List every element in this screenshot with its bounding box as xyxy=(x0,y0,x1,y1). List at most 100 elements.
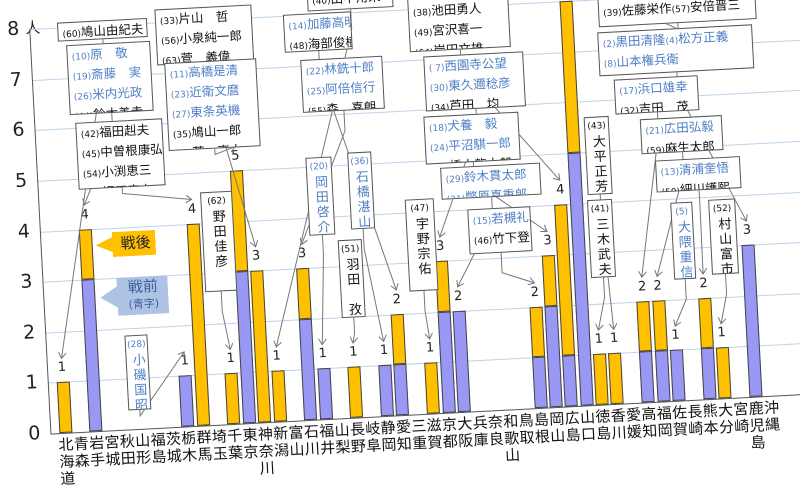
pm-name: 宇野宗佑 xyxy=(413,217,431,278)
pm-number: (40) xyxy=(312,0,331,7)
legend-prewar-label: 戦前 xyxy=(127,277,158,297)
pm-number: (22) xyxy=(306,67,325,78)
name-callout-box: (33)片山 哲(56)小泉純一郎(63)菅 義偉 xyxy=(154,4,254,65)
y-tick-label: 7 xyxy=(0,68,22,91)
name-callout-box: (11)高橋是清(23)近衛文麿(27)東条英機(35)鳩山一郎(61)菅 直人 xyxy=(164,58,260,151)
pm-number: (29) xyxy=(445,175,464,186)
pm-name: 田中角栄 xyxy=(330,0,381,6)
name-callout-box: (52)村山富市 xyxy=(708,198,739,274)
name-callout-box: (36)石橋湛山 xyxy=(347,151,375,229)
pm-name: 清浦奎悟 xyxy=(679,160,730,178)
callout-arrow xyxy=(673,279,688,326)
pm-name: 鈴木貫太郎 xyxy=(464,166,527,184)
pm-name: 岡田啓介 xyxy=(312,175,330,236)
pm-number: (35) xyxy=(173,130,192,141)
callout-line: (41)三木武夫 xyxy=(588,202,615,278)
pm-name: 西園寺公望 xyxy=(444,55,507,73)
pm-name: 片山 哲 xyxy=(178,9,229,27)
pm-name: 中曽根康弘 xyxy=(100,141,163,159)
pm-name: 福田赳夫 xyxy=(99,122,150,140)
pm-number: (14) xyxy=(288,22,307,33)
pm-number: (36) xyxy=(348,154,371,170)
pm-name: 池田勇人 xyxy=(431,0,482,18)
pm-name: 阿倍信行 xyxy=(325,79,376,97)
pm-number: (41) xyxy=(588,202,612,218)
pm-number: (59) xyxy=(646,146,665,154)
name-callout-box: (20)岡田啓介 xyxy=(305,157,335,236)
pm-number: (60) xyxy=(62,29,81,40)
y-tick-label: 3 xyxy=(8,271,33,294)
callout-arrow xyxy=(221,291,230,350)
pm-name: 大平正芳 xyxy=(590,134,608,195)
pm-number: (10) xyxy=(72,52,91,63)
y-tick-label: 6 xyxy=(0,119,25,142)
name-callout-box: (14)加藤高明(48)海部俊樹 xyxy=(283,11,353,53)
callout-line: (52)村山富市 xyxy=(709,201,738,274)
callout-line: (39)佐藤栄作(57)安倍晋三 xyxy=(603,0,752,23)
y-tick-label: 1 xyxy=(13,372,38,395)
name-callout-box: (2)黒田清隆(4)松方正義(8)山本権兵衛 xyxy=(597,24,754,76)
pm-number: (25) xyxy=(307,87,326,98)
pm-number: (52) xyxy=(709,201,735,217)
pm-number: (39) xyxy=(603,8,622,19)
pm-name: 林銑十郎 xyxy=(324,59,375,77)
pm-number: (48) xyxy=(289,42,308,53)
pm-name: 米内光政 xyxy=(92,84,143,102)
pm-number: (17) xyxy=(619,86,638,97)
name-callout-box: (10)原 敬(19)斎藤 実(26)米内光政(44)鈴木善幸 xyxy=(66,41,154,115)
pm-name: 竹下登 xyxy=(492,229,530,246)
pm-number: (56) xyxy=(161,36,180,47)
pm-name: 松方正義 xyxy=(678,29,729,47)
pm-number: (20) xyxy=(307,160,332,176)
callout-arrow xyxy=(424,291,430,339)
pm-name: 三木武夫 xyxy=(593,217,611,278)
name-callout-box: (13)清浦奎悟(50)細川護熙 xyxy=(655,156,742,192)
callout-line: (28)小磯国昭 xyxy=(126,337,151,410)
callout-line: (15)若槻礼次郎 xyxy=(472,208,526,231)
pm-number: (15) xyxy=(473,216,492,227)
pm-number: (2) xyxy=(603,39,616,50)
pm-name: 鳩山一郎 xyxy=(191,122,242,140)
pm-name: 羽田 孜 xyxy=(343,257,361,318)
pm-name: 浜口雄幸 xyxy=(637,79,688,97)
pm-name: 石橋湛山 xyxy=(353,170,371,230)
name-callout-box: (62)野田佳彦 xyxy=(200,191,237,293)
pm-number: (45) xyxy=(82,150,101,161)
pm-number: (27) xyxy=(172,110,191,121)
name-callout-box: (21)広田弘毅(59)麻生太郎 xyxy=(640,115,724,154)
pm-number: (24) xyxy=(430,143,449,154)
legend-prewar-note: (青字) xyxy=(118,294,169,315)
pm-name: 広田弘毅 xyxy=(663,118,714,136)
pm-name: 小泉純一郎 xyxy=(179,28,242,46)
pm-name: 安倍晋三 xyxy=(690,0,741,15)
callout-arrow xyxy=(317,235,329,345)
callout-arrow xyxy=(501,251,534,284)
pm-number: (62) xyxy=(201,194,232,211)
pm-name: 小渕恵三 xyxy=(101,162,152,180)
pm-name: 黒田清隆 xyxy=(615,32,666,50)
pm-number: (33) xyxy=(160,16,179,27)
name-callout-box: (5)大隈重信 xyxy=(670,202,696,280)
callout-line: (47)宇野宗佑 xyxy=(406,201,437,277)
y-tick-label: 8 xyxy=(0,18,20,41)
pm-number: (26) xyxy=(74,92,93,103)
name-callout-box: (15)若槻礼次郎(46)竹下登 xyxy=(467,206,532,254)
pm-number: (28) xyxy=(126,337,148,353)
pm-name: 斎藤 実 xyxy=(91,64,142,82)
pm-name: 東久邇稔彦 xyxy=(448,75,511,93)
pm-name: 平沼騏一郎 xyxy=(448,135,511,153)
pm-name: 村山富市 xyxy=(715,217,733,275)
pm-number: (46) xyxy=(474,236,493,247)
pm-name: 原 敬 xyxy=(90,45,128,62)
callout-line: (46)竹下登 xyxy=(473,228,527,251)
pm-number: (32) xyxy=(620,106,639,114)
name-callout-box: (42)福田赳夫(45)中曽根康弘(54)小渕恵三(58)福田康夫 xyxy=(75,118,165,189)
name-callout-box: (41)三木武夫 xyxy=(587,199,616,278)
pm-name: 犬養 毅 xyxy=(447,116,498,134)
y-tick-label: 5 xyxy=(3,169,28,192)
y-tick-label: 2 xyxy=(11,321,36,344)
pm-number: (34) xyxy=(431,103,450,111)
callout-line: (43)大平正芳 xyxy=(585,119,612,195)
pm-number: ( 7) xyxy=(429,63,445,74)
